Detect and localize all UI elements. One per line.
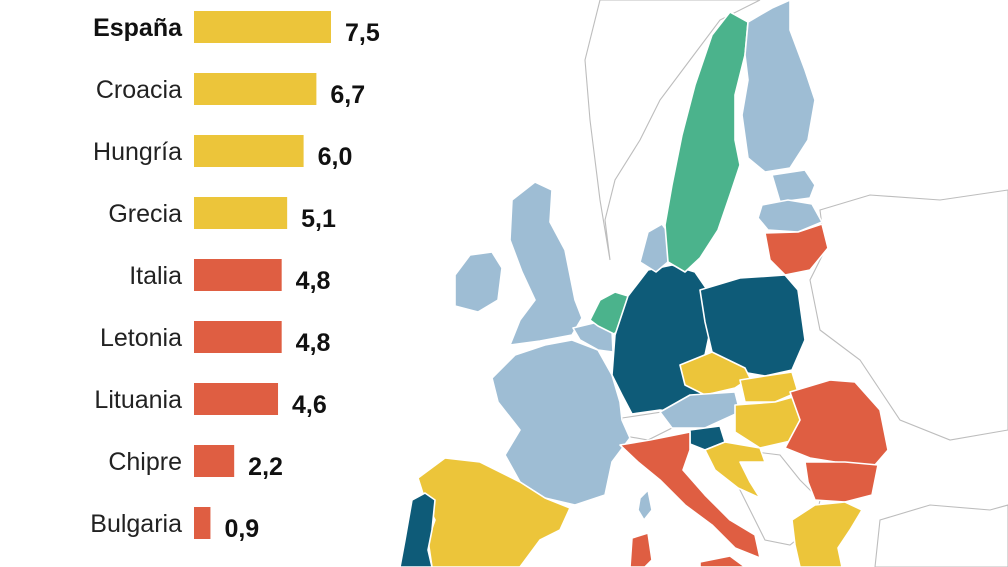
bar xyxy=(194,135,304,167)
sardinia-region xyxy=(629,532,653,567)
category-label: Hungría xyxy=(93,138,182,166)
bar xyxy=(194,11,331,43)
latvia-region xyxy=(757,199,823,233)
category-label: Bulgaria xyxy=(90,510,182,538)
category-label: España xyxy=(93,14,183,42)
category-label: Grecia xyxy=(108,200,182,228)
united-kingdom-region xyxy=(509,181,583,346)
category-label: Letonia xyxy=(100,324,182,352)
value-label: 4,8 xyxy=(296,267,331,295)
value-label: 0,9 xyxy=(224,515,259,543)
romania-region xyxy=(784,379,889,466)
sicily-region xyxy=(699,555,746,567)
poland-region xyxy=(699,274,806,377)
lithuania-region xyxy=(764,223,829,276)
bar-chart: España 7,5 Croacia 6,7 Hungría 6,0 Grecia 5,1 It… xyxy=(90,11,380,543)
bar xyxy=(194,197,288,229)
category-label: Croacia xyxy=(96,76,182,104)
spain-region xyxy=(417,457,571,567)
category-label: Italia xyxy=(129,262,182,290)
value-label: 7,5 xyxy=(345,19,380,47)
corsica-region xyxy=(637,489,653,521)
bar xyxy=(194,259,282,291)
value-label: 4,8 xyxy=(296,329,331,357)
bar xyxy=(194,445,235,477)
bar xyxy=(194,321,282,353)
europe-map xyxy=(399,0,1008,567)
value-label: 2,2 xyxy=(248,453,283,481)
eastern-europe-region xyxy=(809,189,1008,441)
value-label: 5,1 xyxy=(301,205,336,233)
value-label: 6,7 xyxy=(330,81,365,109)
france-region xyxy=(491,339,631,506)
greece-region xyxy=(791,501,863,567)
bulgaria-region xyxy=(804,461,879,503)
turkey-region xyxy=(874,504,1008,567)
bar xyxy=(194,73,317,105)
bar xyxy=(194,383,279,415)
finland-region xyxy=(741,0,816,173)
value-label: 6,0 xyxy=(318,143,353,171)
estonia-region xyxy=(771,169,816,203)
category-label: Chipre xyxy=(108,448,182,476)
category-label: Lituania xyxy=(94,386,182,414)
bar xyxy=(194,507,211,539)
value-label: 4,6 xyxy=(292,391,327,419)
portugal-region xyxy=(399,492,436,567)
croatia-region xyxy=(704,441,766,499)
ireland-region xyxy=(454,251,503,313)
norway-region xyxy=(584,0,761,261)
italy-region xyxy=(619,431,761,559)
